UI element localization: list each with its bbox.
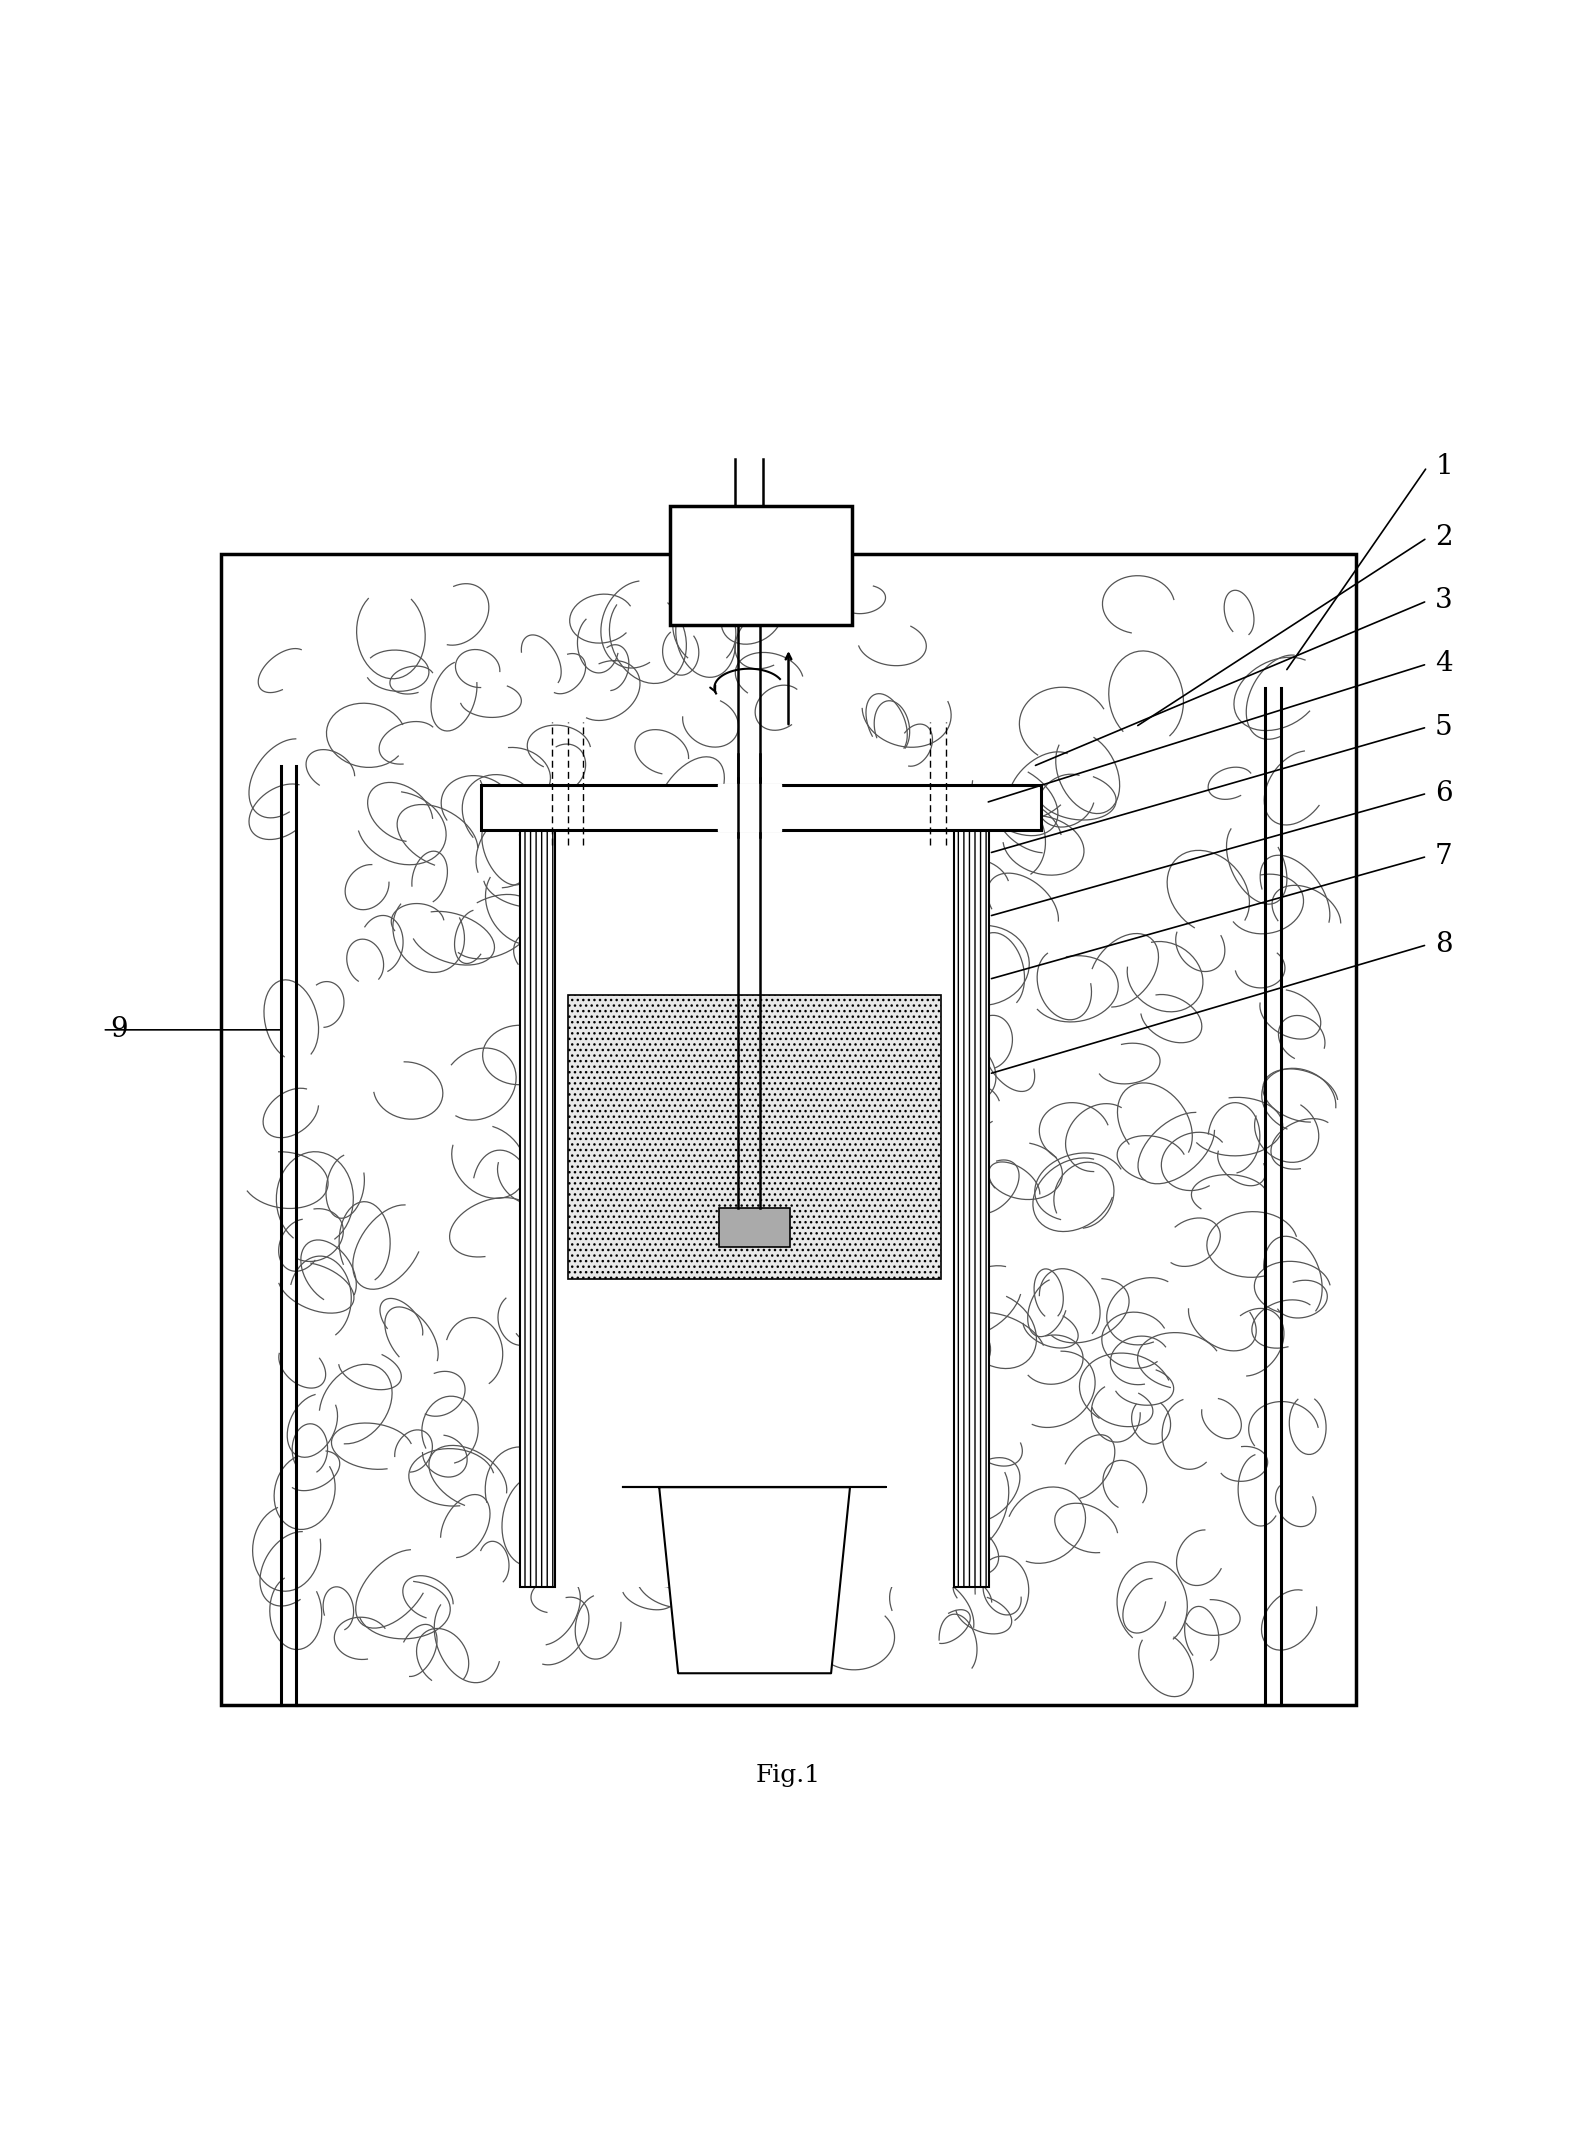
Bar bbox=[954, 829, 989, 1587]
Bar bbox=[719, 1207, 790, 1248]
Text: 6: 6 bbox=[1435, 780, 1452, 808]
Bar bbox=[670, 507, 852, 625]
Bar bbox=[481, 786, 1041, 829]
Bar bbox=[568, 995, 941, 1278]
Text: 2: 2 bbox=[1435, 524, 1452, 552]
Polygon shape bbox=[718, 784, 781, 831]
Bar bbox=[221, 554, 1356, 1706]
Bar bbox=[555, 829, 954, 1587]
Text: Fig.1: Fig.1 bbox=[755, 1764, 822, 1787]
Text: 8: 8 bbox=[1435, 932, 1452, 958]
Text: 9: 9 bbox=[110, 1016, 128, 1044]
Polygon shape bbox=[659, 1486, 850, 1673]
Bar bbox=[520, 829, 555, 1587]
Text: 3: 3 bbox=[1435, 586, 1452, 614]
Text: 1: 1 bbox=[1435, 453, 1452, 481]
Text: 4: 4 bbox=[1435, 651, 1452, 677]
Text: 7: 7 bbox=[1435, 842, 1452, 870]
Text: 5: 5 bbox=[1435, 713, 1452, 741]
